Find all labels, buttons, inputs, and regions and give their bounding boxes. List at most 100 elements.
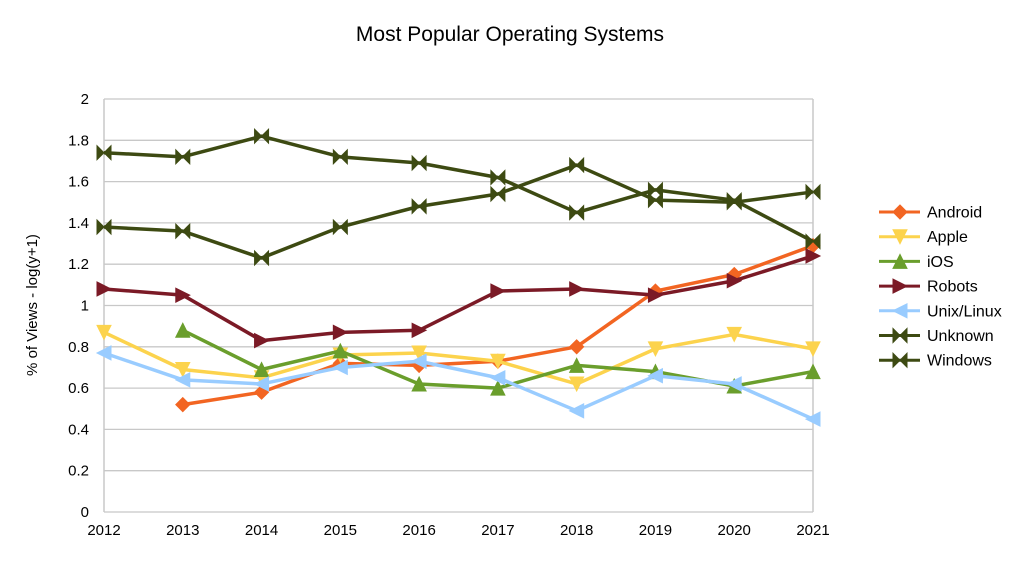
series-line	[103, 351, 814, 421]
data-point	[332, 342, 349, 359]
data-point	[253, 361, 270, 378]
data-point	[411, 154, 427, 172]
data-point	[411, 375, 427, 392]
y-tick-label: 1.4	[68, 215, 89, 232]
data-point	[175, 222, 191, 240]
x-tick-label: 2019	[639, 522, 672, 539]
data-point	[332, 148, 348, 166]
data-point	[805, 248, 822, 264]
data-point	[175, 396, 191, 413]
data-point	[569, 204, 585, 221]
y-tick-label: 2	[81, 91, 89, 108]
legend-marker	[892, 351, 908, 369]
y-tick-label: 0.4	[68, 421, 89, 438]
data-point	[490, 283, 507, 299]
series-robots	[96, 248, 822, 349]
y-tick-label: 0.2	[68, 463, 89, 480]
series-unix-linux	[95, 345, 821, 427]
data-point	[254, 332, 270, 349]
data-point	[805, 363, 821, 380]
legend-label: iOS	[927, 254, 954, 271]
series-line	[103, 330, 814, 386]
data-point	[96, 218, 112, 236]
data-point	[726, 272, 743, 289]
data-point	[490, 353, 506, 370]
legend-item: Robots	[879, 278, 978, 296]
data-point	[647, 341, 664, 357]
data-point	[96, 144, 112, 161]
legend-label: Unix/Linux	[927, 303, 1002, 320]
legend-marker	[892, 253, 908, 269]
data-point	[175, 148, 191, 166]
x-tick-label: 2016	[402, 522, 435, 539]
data-point	[332, 324, 349, 341]
data-point	[647, 367, 663, 384]
data-point	[174, 372, 191, 388]
y-tick-label: 1.2	[68, 256, 89, 273]
data-point	[411, 345, 427, 362]
x-tick-label: 2015	[324, 522, 357, 539]
data-point	[95, 345, 112, 361]
series-line	[103, 254, 814, 343]
data-point	[726, 191, 742, 209]
data-point	[332, 359, 348, 376]
data-point	[174, 362, 191, 378]
legend-label: Robots	[927, 279, 978, 296]
legend-item: iOS	[879, 253, 954, 271]
data-point	[647, 181, 663, 199]
data-point	[569, 156, 585, 174]
x-tick-label: 2018	[560, 522, 593, 539]
data-point	[411, 322, 428, 339]
data-point	[647, 287, 664, 303]
data-point	[568, 403, 585, 419]
series-unknown	[96, 156, 821, 267]
x-tick-label: 2013	[166, 522, 199, 539]
data-point	[805, 233, 821, 250]
data-point	[410, 353, 427, 370]
legend-label: Android	[927, 205, 982, 222]
legend-item: Unix/Linux	[879, 302, 1002, 320]
data-point	[726, 376, 742, 392]
legend-marker	[891, 302, 908, 319]
data-point	[569, 281, 585, 297]
y-tick-label: 1.6	[68, 174, 89, 191]
y-tick-label: 1	[81, 298, 89, 315]
data-point	[490, 185, 506, 203]
series-line	[103, 134, 814, 244]
data-point	[96, 281, 113, 297]
data-point	[332, 218, 348, 236]
data-point	[647, 191, 663, 209]
series-windows	[96, 127, 821, 250]
x-tick-label: 2017	[481, 522, 514, 539]
data-point	[568, 357, 585, 373]
data-point	[568, 376, 585, 393]
legend-item: Windows	[879, 351, 992, 370]
legend-item: Apple	[879, 229, 968, 246]
legend-label: Unknown	[927, 328, 994, 345]
data-point	[489, 369, 506, 386]
legend-marker	[892, 204, 908, 220]
data-point	[174, 322, 191, 338]
legend-item: Android	[879, 204, 982, 222]
legend-label: Apple	[927, 229, 968, 246]
legend-item: Unknown	[879, 327, 994, 345]
data-point	[490, 379, 506, 396]
data-point	[805, 183, 821, 201]
x-tick-label: 2012	[87, 522, 120, 539]
data-point	[490, 169, 506, 186]
data-point	[254, 127, 270, 145]
data-point	[726, 326, 743, 343]
data-point	[96, 324, 112, 341]
legend-marker	[892, 278, 909, 294]
y-tick-label: 1.8	[68, 132, 89, 149]
y-axis-label: % of Views - log(y+1)	[24, 234, 41, 376]
y-tick-label: 0	[81, 504, 89, 521]
data-point	[805, 341, 821, 357]
data-point	[804, 411, 821, 427]
data-point	[411, 198, 427, 215]
x-tick-label: 2021	[796, 522, 829, 539]
x-tick-label: 2014	[245, 522, 278, 539]
legend-marker	[892, 327, 908, 344]
y-tick-label: 0.6	[68, 380, 89, 397]
